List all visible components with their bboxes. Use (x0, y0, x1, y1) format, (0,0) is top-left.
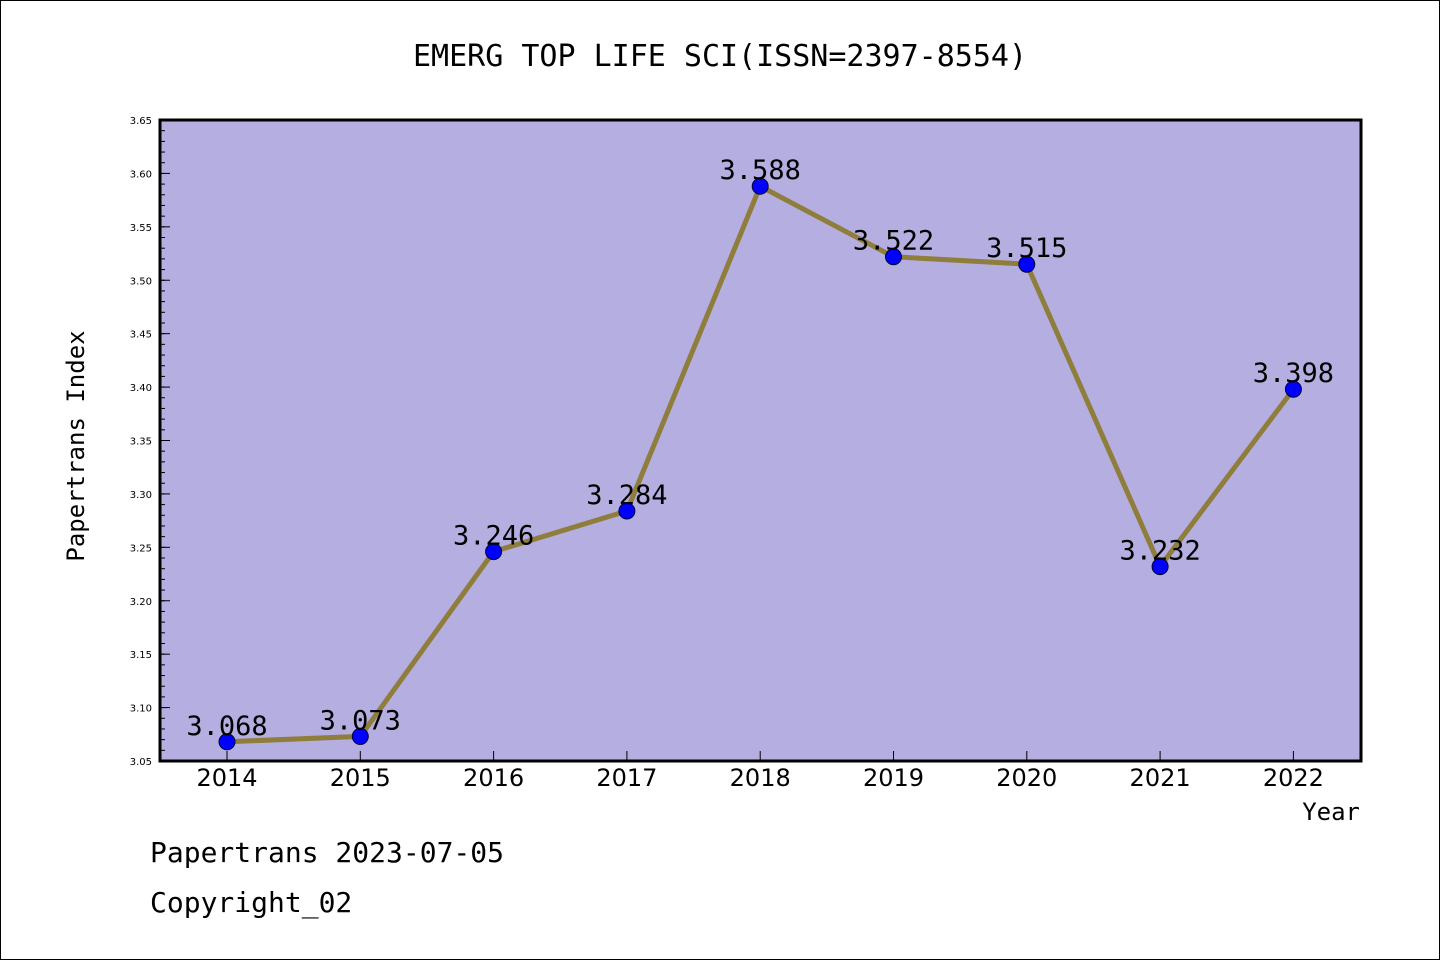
data-point (1151, 558, 1169, 576)
x-axis: 2014 2015 2016 2017 2018 2019 2020 2021 2022 (196, 751, 1324, 792)
footer-copyright: Copyright_02 (150, 886, 353, 919)
y-tick-label: 3.10 (130, 704, 152, 715)
y-tick-label: 3.40 (130, 383, 152, 394)
x-tick-label: 2019 (863, 764, 924, 792)
data-point (351, 727, 369, 745)
point-labels: 3.068 3.073 3.246 3.284 3.588 3.522 3.515 3.232… (186, 155, 1334, 742)
plot-area (158, 118, 1363, 763)
data-label: 3.284 (586, 480, 667, 511)
x-tick-label: 2016 (463, 764, 524, 792)
y-tick-label: 3.20 (130, 597, 152, 608)
chart-title: EMERG TOP LIFE SCI(ISSN=2397-8554) (413, 39, 1027, 74)
y-axis: 3.05 3.10 3.15 3.20 3.25 3.30 3.35 3.40 3.45 3.50… (130, 116, 170, 768)
data-point (1284, 380, 1302, 398)
data-point (751, 177, 769, 195)
data-point (485, 543, 503, 561)
x-tick-label: 2021 (1130, 764, 1191, 792)
data-label: 3.588 (720, 155, 801, 186)
series-markers (218, 177, 1302, 751)
y-tick-label: 3.65 (130, 116, 152, 127)
y-tick-label: 3.05 (130, 757, 152, 768)
data-label: 3.246 (453, 521, 534, 552)
footer-date: Papertrans 2023-07-05 (150, 836, 505, 869)
x-tick-label: 2017 (596, 764, 657, 792)
data-point (618, 502, 636, 520)
x-tick-label: 2014 (196, 764, 257, 792)
y-tick-label: 3.60 (130, 169, 152, 180)
data-label: 3.073 (320, 705, 401, 736)
x-tick-label: 2015 (330, 764, 391, 792)
y-tick-label: 3.30 (130, 490, 152, 501)
y-tick-label: 3.50 (130, 276, 152, 287)
data-point (218, 733, 236, 751)
data-point (885, 248, 902, 266)
data-label: 3.068 (186, 711, 267, 742)
data-label: 3.515 (986, 233, 1067, 264)
y-tick-label: 3.35 (130, 437, 152, 448)
y-tick-label: 3.25 (130, 543, 152, 554)
x-tick-label: 2018 (730, 764, 791, 792)
y-tick-label: 3.15 (130, 650, 152, 661)
data-label: 3.398 (1253, 358, 1334, 389)
x-tick-label: 2020 (996, 764, 1057, 792)
x-axis-label: Year (1302, 798, 1360, 826)
y-tick-label: 3.55 (130, 223, 152, 234)
x-tick-label: 2022 (1263, 764, 1324, 792)
data-label: 3.232 (1119, 536, 1200, 567)
data-label: 3.522 (853, 226, 934, 257)
y-tick-label: 3.45 (130, 330, 152, 341)
y-axis-label: Papertrans Index (62, 330, 90, 561)
data-point (1018, 255, 1036, 273)
